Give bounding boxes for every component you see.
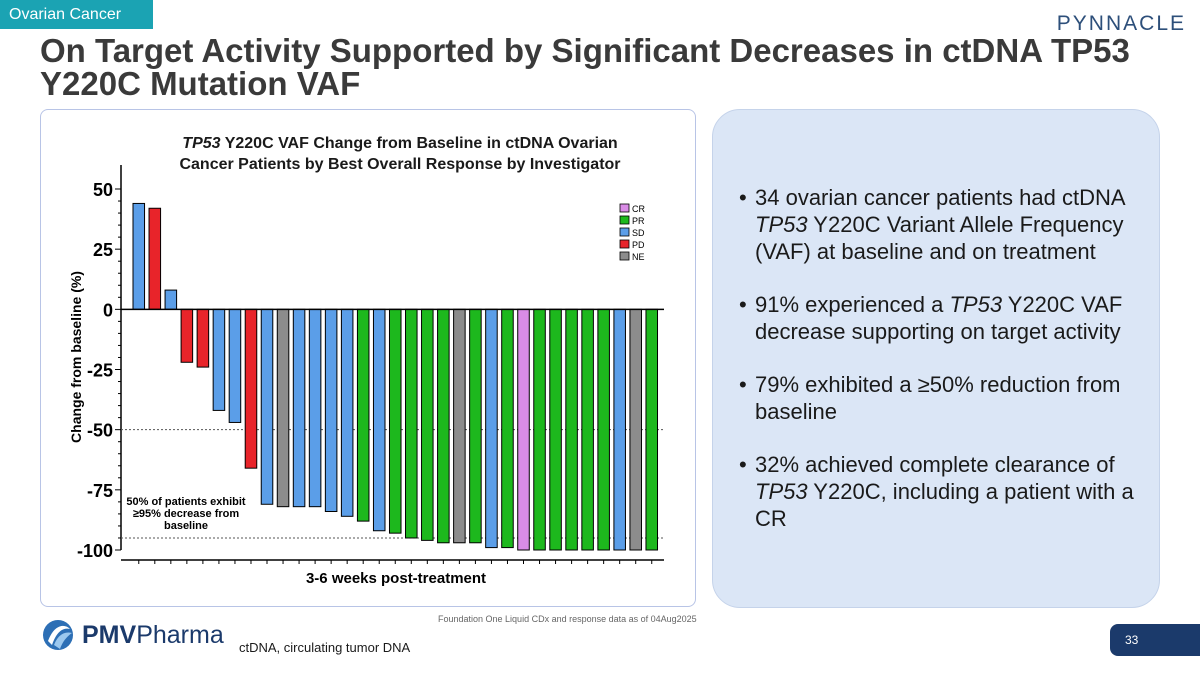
abbreviation-note: ctDNA, circulating tumor DNA <box>239 640 411 655</box>
chart-title-rest: Y220C VAF Change from Baseline in ctDNA … <box>224 135 618 152</box>
bar-sd <box>485 308 498 549</box>
section-tag: Ovarian Cancer <box>0 0 153 29</box>
company-logo: PMVPharma <box>40 617 230 653</box>
bullet-text: 34 ovarian cancer patients had ctDNA <box>755 185 1125 210</box>
y-axis-label: Change from baseline (%) <box>68 271 84 443</box>
y-tick-label: -50 <box>87 421 113 441</box>
bar-sd <box>324 308 338 512</box>
bullet-text: Y220C Variant Allele Frequency (VAF) at … <box>755 212 1124 264</box>
bar-pd <box>244 308 258 469</box>
brand-logo: PYNNACLE <box>1056 12 1186 35</box>
bullet-text: TP53 <box>755 479 808 504</box>
bar-sd <box>132 202 146 310</box>
bar-pr <box>549 308 562 551</box>
bar-pr <box>581 308 594 551</box>
key-findings-panel: 34 ovarian cancer patients had ctDNA TP5… <box>712 109 1160 608</box>
bar-sd <box>260 308 274 505</box>
bar-sd <box>164 289 178 310</box>
bar-sd <box>308 308 322 508</box>
bar-pr <box>501 308 514 549</box>
logo-text-bold: PMV <box>82 621 137 649</box>
bullet-text: TP53 <box>949 292 1003 317</box>
chart-title: TP53 Y220C VAF Change from Baseline in c… <box>140 133 660 175</box>
bar-sd <box>212 308 226 411</box>
y-tick-label: -75 <box>87 481 113 501</box>
bar-sd <box>292 308 306 508</box>
bullet-text: 79% exhibited a ≥50% reduction from base… <box>755 372 1121 424</box>
annotation-line: 50% of patients exhibit <box>126 496 246 508</box>
annotation-line: baseline <box>164 520 208 532</box>
y-tick-label: 0 <box>103 300 113 320</box>
bar-pr <box>437 308 450 544</box>
legend-swatch-pd <box>619 239 630 249</box>
logo-text-rest: Pharma <box>136 621 224 649</box>
legend-label: SD <box>632 228 645 238</box>
bar-pr <box>645 308 659 551</box>
bar-pr <box>565 308 578 551</box>
bullet-item: 79% exhibited a ≥50% reduction from base… <box>739 371 1147 425</box>
y-tick-label: -25 <box>87 361 113 381</box>
slide-title: On Target Activity Supported by Signific… <box>40 32 1130 102</box>
chart-title-line2: Cancer Patients by Best Overall Response… <box>179 156 621 173</box>
page-number: 33 <box>1110 624 1200 656</box>
bar-pr <box>356 308 370 522</box>
bar-ne <box>276 308 290 508</box>
bar-pd <box>196 308 210 368</box>
bullet-list: 34 ovarian cancer patients had ctDNA TP5… <box>739 184 1147 558</box>
bullet-text: 91% experienced a <box>755 292 950 317</box>
legend-label: CR <box>632 204 645 214</box>
legend-swatch-pr <box>619 215 630 225</box>
bullet-text: TP53 <box>755 212 808 237</box>
bar-pr <box>421 308 434 541</box>
bar-sd <box>340 308 354 517</box>
bar-pr <box>533 308 546 551</box>
bullet-item: 34 ovarian cancer patients had ctDNA TP5… <box>739 184 1147 265</box>
bar-pr <box>597 308 610 551</box>
waterfall-chart: 50 25 0 -25 -50 -75 -100 3-6 weeks post-treatme… <box>68 165 664 587</box>
chart-title-italic: TP53 <box>182 135 221 152</box>
bar-cr <box>517 308 530 551</box>
y-tick-label: 50 <box>93 180 113 200</box>
bar-sd <box>613 308 626 551</box>
bar-pr <box>469 308 482 544</box>
bar-pr <box>405 308 418 539</box>
bar-pd <box>180 308 194 363</box>
y-tick-label: -100 <box>77 541 113 561</box>
legend-swatch-ne <box>619 251 630 261</box>
legend-label: PD <box>632 240 645 250</box>
bullet-text: Y220C VAF decrease supporting on target … <box>755 292 1123 344</box>
bar-sd <box>228 308 242 423</box>
logo-text: PMVPharma <box>82 621 224 650</box>
source-note: Foundation One Liquid CDx and response d… <box>438 614 697 624</box>
bar-ne <box>629 308 642 551</box>
bullet-text: Y220C, including a patient with a CR <box>755 479 1134 531</box>
bar-ne <box>453 308 466 544</box>
bar-pd <box>148 207 162 310</box>
bullet-item: 32% achieved complete clearance of TP53 … <box>739 451 1147 532</box>
bar-sd <box>372 308 386 532</box>
bullet-item: 91% experienced a TP53 Y220C VAF decreas… <box>739 291 1147 345</box>
pmv-logo-icon <box>43 620 73 650</box>
x-axis-label: 3-6 weeks post-treatment <box>306 570 486 587</box>
legend-label: NE <box>632 252 645 262</box>
legend-swatch-cr <box>619 203 630 213</box>
legend-label: PR <box>632 216 645 226</box>
annotation-line: ≥95% decrease from <box>133 508 240 520</box>
y-tick-label: 25 <box>93 240 113 260</box>
bar-pr <box>388 308 402 534</box>
bullet-text: 32% achieved complete clearance of <box>755 452 1115 477</box>
legend-swatch-sd <box>619 227 630 237</box>
